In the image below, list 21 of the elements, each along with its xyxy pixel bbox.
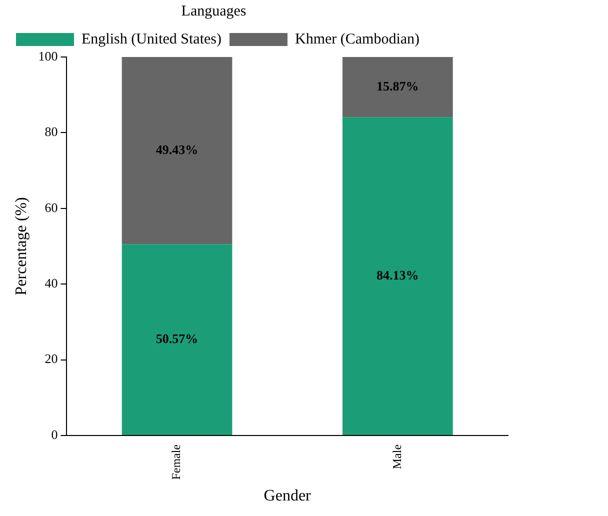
data-label: 49.43% (156, 142, 198, 157)
data-label: 15.87% (376, 78, 419, 94)
legend-label: Khmer (Cambodian) (294, 31, 420, 48)
y-tick-label: 80 (44, 124, 58, 140)
x-tick-label: Male (390, 444, 404, 470)
legend-label: English (United States) (82, 31, 222, 48)
y-tick-label: 20 (44, 351, 58, 366)
y-tick-label: 0 (51, 426, 58, 442)
y-axis-title: Percentage (%) (12, 197, 30, 296)
bar (122, 57, 232, 244)
y-tick-label: 60 (44, 200, 58, 215)
data-label: 84.13% (376, 267, 419, 282)
legend-title: Languages (181, 3, 246, 20)
y-tick-label: 100 (38, 48, 58, 64)
x-axis-title: Gender (264, 488, 312, 505)
data-label: 50.57% (156, 330, 198, 346)
bar (122, 244, 232, 435)
y-tick-label: 40 (44, 276, 58, 291)
bar (342, 57, 453, 118)
x-tick-label: Female (169, 444, 184, 480)
bar (342, 117, 453, 435)
